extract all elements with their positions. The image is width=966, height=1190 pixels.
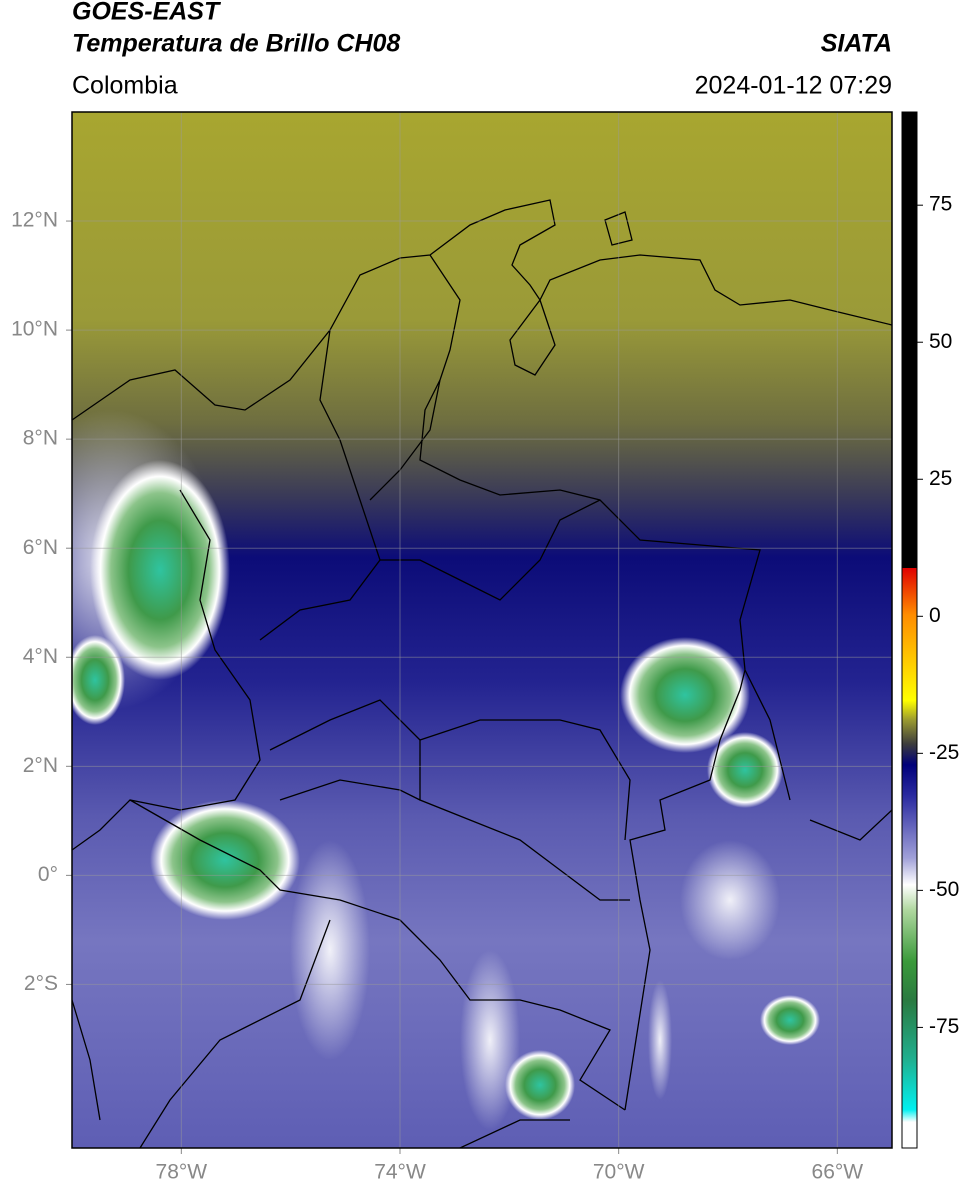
subtitle: Temperatura de Brillo CH08 bbox=[72, 30, 400, 58]
colorbar bbox=[902, 112, 917, 1148]
storm bbox=[505, 1050, 575, 1120]
x-tick-label: 78°W bbox=[156, 1161, 208, 1184]
map-frame bbox=[71, 111, 893, 1149]
cloud bbox=[680, 840, 780, 960]
datetime: 2024-01-12 07:29 bbox=[695, 72, 892, 100]
storm bbox=[707, 732, 783, 808]
storm bbox=[72, 635, 125, 725]
y-tick-label: 2°S bbox=[24, 972, 58, 995]
source: SIATA bbox=[821, 30, 892, 58]
x-tick-label: 70°W bbox=[593, 1161, 645, 1184]
x-tick-label: 74°W bbox=[374, 1161, 426, 1184]
title: GOES-EAST bbox=[72, 0, 222, 26]
y-tick-label: 10°N bbox=[11, 318, 58, 341]
colorbar-tick-label: -50 bbox=[929, 878, 959, 901]
y-tick-label: 2°N bbox=[23, 754, 58, 777]
cloud bbox=[460, 950, 520, 1130]
satellite-image bbox=[72, 112, 892, 1148]
y-tick-label: 4°N bbox=[23, 645, 58, 668]
y-tick-label: 12°N bbox=[11, 209, 58, 232]
colorbar-tick-label: 50 bbox=[929, 330, 952, 353]
cloud bbox=[648, 980, 672, 1100]
storm bbox=[620, 637, 750, 753]
cloud bbox=[290, 840, 370, 1060]
y-tick-label: 0° bbox=[38, 863, 58, 886]
y-tick-label: 8°N bbox=[23, 427, 58, 450]
graticule bbox=[66, 112, 892, 1154]
colorbar-tick-label: -75 bbox=[929, 1015, 959, 1038]
colorbar-tick-label: -25 bbox=[929, 741, 959, 764]
storm bbox=[150, 800, 300, 920]
borders bbox=[72, 199, 892, 1148]
colorbar-tick-label: 25 bbox=[929, 467, 952, 490]
colorbar-frame bbox=[901, 111, 918, 1149]
storm bbox=[760, 995, 820, 1045]
colorbar-ticks: 75 50 25 0 -25 -50 -75 bbox=[917, 193, 959, 1038]
colorbar-tick-label: 75 bbox=[929, 193, 952, 216]
y-tick-label: 6°N bbox=[23, 536, 58, 559]
region: Colombia bbox=[72, 72, 178, 100]
x-tick-label: 66°W bbox=[812, 1161, 864, 1184]
colorbar-tick-label: 0 bbox=[929, 604, 941, 627]
